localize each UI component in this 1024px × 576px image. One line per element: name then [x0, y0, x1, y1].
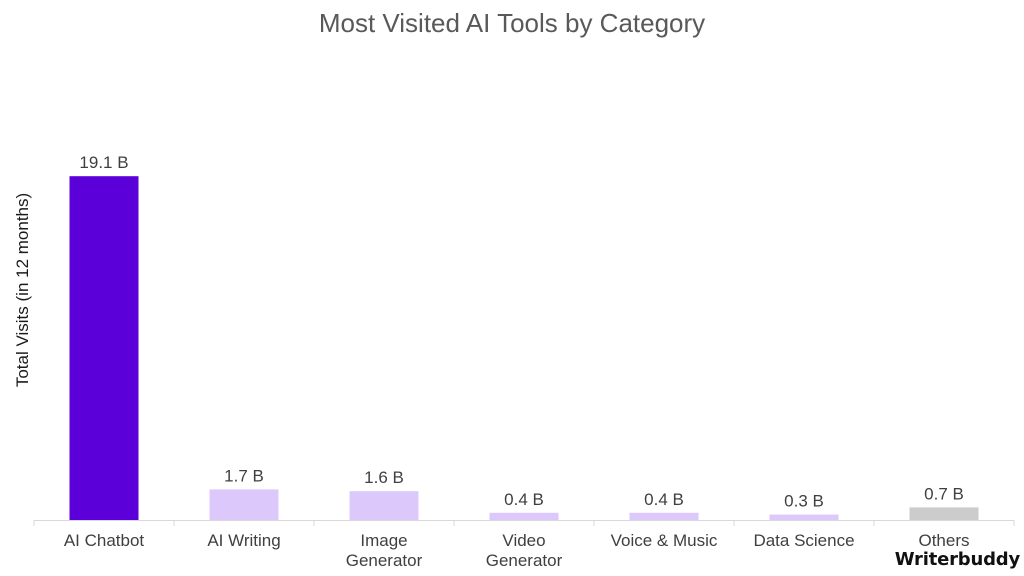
- category-labels-group: AI Chatbot AI Writing Image Generator Video G…: [64, 531, 970, 570]
- bar-value-label: 0.3 B: [784, 492, 824, 511]
- x-ticks-group: [33, 520, 1015, 526]
- bar: [489, 512, 559, 520]
- bar-value-label: 0.7 B: [924, 484, 964, 503]
- bar: [909, 507, 979, 520]
- bar-value-label: 0.4 B: [644, 490, 684, 509]
- bar: [769, 514, 839, 520]
- bar: [209, 489, 279, 520]
- bar: [629, 512, 699, 520]
- x-tick-label: Video Generator: [486, 531, 563, 570]
- bar-value-label: 0.4 B: [504, 490, 544, 509]
- writerbuddy-logo: Writerbuddy: [894, 549, 1020, 570]
- x-tick-label: Image Generator: [346, 531, 423, 570]
- x-tick-label: Data Science: [753, 531, 854, 550]
- bars-group: [69, 176, 979, 520]
- x-tick-label: Voice & Music: [611, 531, 718, 550]
- chart-title: Most Visited AI Tools by Category: [319, 8, 705, 38]
- x-tick-label: AI Writing: [207, 531, 280, 550]
- bar-value-label: 1.6 B: [364, 468, 404, 487]
- x-tick-label: AI Chatbot: [64, 531, 145, 550]
- value-labels-group: 19.1 B 1.7 B 1.6 B 0.4 B 0.4 B 0.3 B 0.7 B: [79, 153, 963, 510]
- bar-value-label: 1.7 B: [224, 466, 264, 485]
- x-tick-label: Others: [918, 531, 969, 550]
- bar: [69, 176, 139, 520]
- bar: [349, 491, 419, 520]
- bar-value-label: 19.1 B: [79, 153, 128, 172]
- y-axis-label: Total Visits (in 12 months): [13, 193, 32, 387]
